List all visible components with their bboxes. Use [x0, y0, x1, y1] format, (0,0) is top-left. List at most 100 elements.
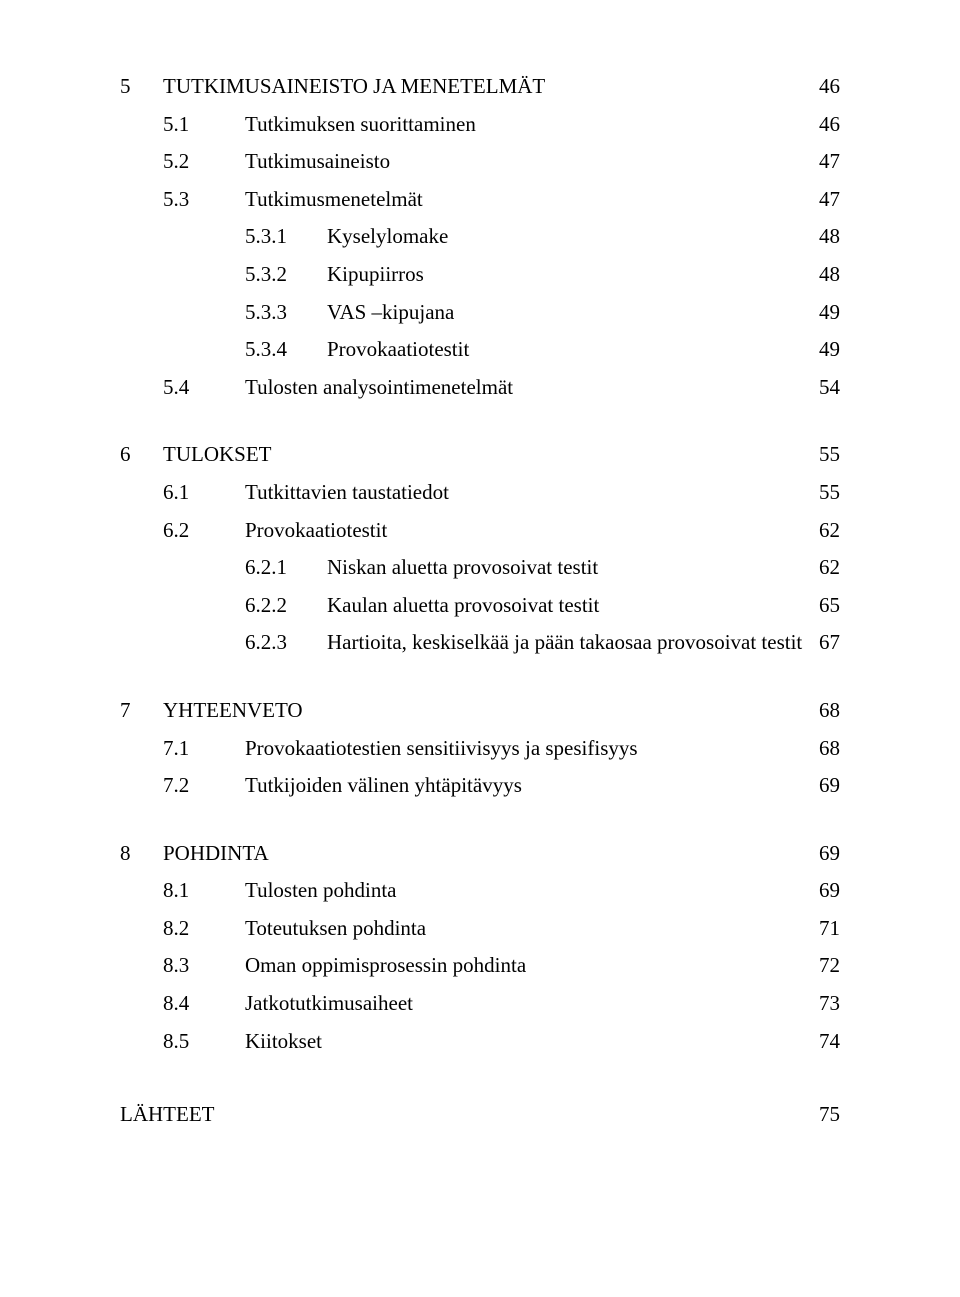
toc-label: 5.4Tulosten analysointimenetelmät	[163, 371, 513, 405]
toc-label: 8.1Tulosten pohdinta	[163, 874, 397, 908]
toc-number: 8	[120, 837, 163, 871]
toc-row: 5TUTKIMUSAINEISTO JA MENETELMÄT 46	[120, 70, 840, 104]
toc-label: 6.2.1Niskan aluetta provosoivat testit	[245, 551, 598, 585]
toc-page: 68	[810, 694, 840, 728]
toc-text: YHTEENVETO	[163, 694, 303, 728]
toc-number: 6	[120, 438, 163, 472]
toc-text: Jatkotutkimusaiheet	[245, 987, 413, 1021]
toc-number: 7	[120, 694, 163, 728]
toc-page: 62	[810, 514, 840, 548]
toc-row: 6.2.1Niskan aluetta provosoivat testit62	[120, 551, 840, 585]
toc-row: 8.5Kiitokset 74	[120, 1025, 840, 1059]
toc-text: Toteutuksen pohdinta	[245, 912, 426, 946]
toc-number: 6.2.1	[245, 551, 327, 585]
toc-label: 8POHDINTA	[120, 837, 269, 871]
toc-page: 74	[810, 1025, 840, 1059]
toc-container: 5TUTKIMUSAINEISTO JA MENETELMÄT465.1Tutk…	[120, 70, 840, 1058]
toc-text: Oman oppimisprosessin pohdinta	[245, 949, 526, 983]
toc-row: 5.3.1Kyselylomake 48	[120, 220, 840, 254]
toc-number: 6.2	[163, 514, 245, 548]
toc-page: 48	[810, 258, 840, 292]
toc-row: 8.4Jatkotutkimusaiheet 73	[120, 987, 840, 1021]
toc-text: Tutkittavien taustatiedot	[245, 476, 449, 510]
toc-label: 6TULOKSET	[120, 438, 272, 472]
toc-text: Provokaatiotestien sensitiivisyys ja spe…	[245, 732, 638, 766]
toc-label: 5.2Tutkimusaineisto	[163, 145, 390, 179]
toc-row: 6.2.3Hartioita, keskiselkää ja pään taka…	[120, 626, 840, 660]
toc-page: 47	[810, 183, 840, 217]
toc-label: 5.3.1Kyselylomake	[245, 220, 448, 254]
toc-number: 5.3	[163, 183, 245, 217]
toc-page: 46	[810, 70, 840, 104]
toc-label: 7YHTEENVETO	[120, 694, 303, 728]
toc-text: Tutkimusaineisto	[245, 145, 390, 179]
toc-page: 49	[810, 296, 840, 330]
toc-label: 5.1Tutkimuksen suorittaminen	[163, 108, 476, 142]
toc-text: Kiitokset	[245, 1025, 322, 1059]
lahteet-page: 75	[810, 1098, 840, 1132]
toc-label: 6.2.2Kaulan aluetta provosoivat testit	[245, 589, 599, 623]
toc-row: 6.2.2Kaulan aluetta provosoivat testit65	[120, 589, 840, 623]
toc-label: 5TUTKIMUSAINEISTO JA MENETELMÄT	[120, 70, 545, 104]
toc-page: 69	[810, 837, 840, 871]
toc-label: 5.3.3VAS –kipujana	[245, 296, 454, 330]
toc-number: 6.2.2	[245, 589, 327, 623]
toc-text: Tutkijoiden välinen yhtäpitävyys	[245, 769, 522, 803]
toc-number: 7.1	[163, 732, 245, 766]
toc-text: VAS –kipujana	[327, 296, 454, 330]
toc-page: 48	[810, 220, 840, 254]
toc-page: 73	[810, 987, 840, 1021]
toc-text: Kaulan aluetta provosoivat testit	[327, 589, 599, 623]
toc-label: 6.2.3Hartioita, keskiselkää ja pään taka…	[245, 626, 802, 660]
toc-row: 8.2Toteutuksen pohdinta 71	[120, 912, 840, 946]
toc-page: 71	[810, 912, 840, 946]
toc-number: 5.3.4	[245, 333, 327, 367]
toc-number: 5.2	[163, 145, 245, 179]
toc-text: Provokaatiotestit	[327, 333, 469, 367]
toc-number: 8.4	[163, 987, 245, 1021]
toc-text: Kyselylomake	[327, 220, 448, 254]
toc-text: Tutkimusmenetelmät	[245, 183, 423, 217]
toc-label: 7.1Provokaatiotestien sensitiivisyys ja …	[163, 732, 638, 766]
toc-row: 5.3.3VAS –kipujana 49	[120, 296, 840, 330]
toc-label: 8.5Kiitokset	[163, 1025, 322, 1059]
toc-number: 5.3.3	[245, 296, 327, 330]
lahteet-row: LÄHTEET 75	[120, 1098, 840, 1132]
toc-label: 8.4Jatkotutkimusaiheet	[163, 987, 413, 1021]
toc-page: 49	[810, 333, 840, 367]
toc-label: 5.3Tutkimusmenetelmät	[163, 183, 423, 217]
toc-page: 72	[810, 949, 840, 983]
toc-label: 8.2Toteutuksen pohdinta	[163, 912, 426, 946]
toc-page: 46	[810, 108, 840, 142]
toc-number: 5.4	[163, 371, 245, 405]
toc-row: 5.1Tutkimuksen suorittaminen 46	[120, 108, 840, 142]
toc-number: 5.1	[163, 108, 245, 142]
toc-row: 7.2Tutkijoiden välinen yhtäpitävyys69	[120, 769, 840, 803]
toc-text: Niskan aluetta provosoivat testit	[327, 551, 598, 585]
toc-row: 5.3.2Kipupiirros 48	[120, 258, 840, 292]
toc-label: 7.2Tutkijoiden välinen yhtäpitävyys	[163, 769, 522, 803]
toc-label: 5.3.2Kipupiirros	[245, 258, 424, 292]
toc-label: 6.1Tutkittavien taustatiedot	[163, 476, 449, 510]
toc-text: Kipupiirros	[327, 258, 424, 292]
toc-number: 8.1	[163, 874, 245, 908]
toc-number: 5.3.2	[245, 258, 327, 292]
toc-number: 7.2	[163, 769, 245, 803]
toc-row: 6.2Provokaatiotestit 62	[120, 514, 840, 548]
toc-text: Hartioita, keskiselkää ja pään takaosaa …	[327, 626, 802, 660]
toc-row: 8POHDINTA 69	[120, 837, 840, 871]
toc-row: 8.3Oman oppimisprosessin pohdinta 72	[120, 949, 840, 983]
toc-text: Tulosten pohdinta	[245, 874, 397, 908]
toc-number: 5.3.1	[245, 220, 327, 254]
toc-number: 5	[120, 70, 163, 104]
toc-row: 5.3Tutkimusmenetelmät 47	[120, 183, 840, 217]
toc-number: 6.1	[163, 476, 245, 510]
toc-page: 55	[810, 438, 840, 472]
toc-page: 47	[810, 145, 840, 179]
toc-page: 68	[810, 732, 840, 766]
toc-label: 8.3Oman oppimisprosessin pohdinta	[163, 949, 526, 983]
toc-page: 54	[810, 371, 840, 405]
toc-text: Provokaatiotestit	[245, 514, 387, 548]
toc-number: 8.3	[163, 949, 245, 983]
toc-text: Tulosten analysointimenetelmät	[245, 371, 513, 405]
